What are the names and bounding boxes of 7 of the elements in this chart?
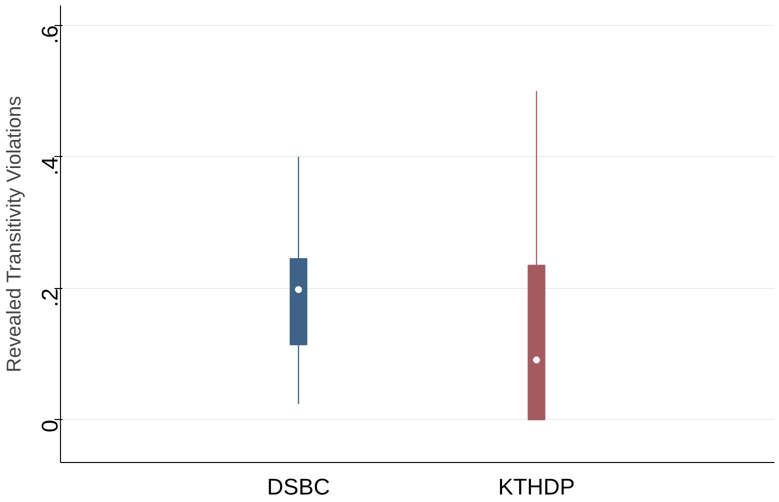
x-tick-label: DSBC [267,474,330,500]
y-tick-label: .2 [36,288,62,308]
y-tick-label: .6 [36,25,62,44]
y-axis-title: Revealed Transitivity Violations [4,96,26,372]
x-tick-label: KTHDP [498,474,575,500]
y-tick-label: 0 [36,420,62,432]
y-tick-label: .4 [36,156,62,176]
